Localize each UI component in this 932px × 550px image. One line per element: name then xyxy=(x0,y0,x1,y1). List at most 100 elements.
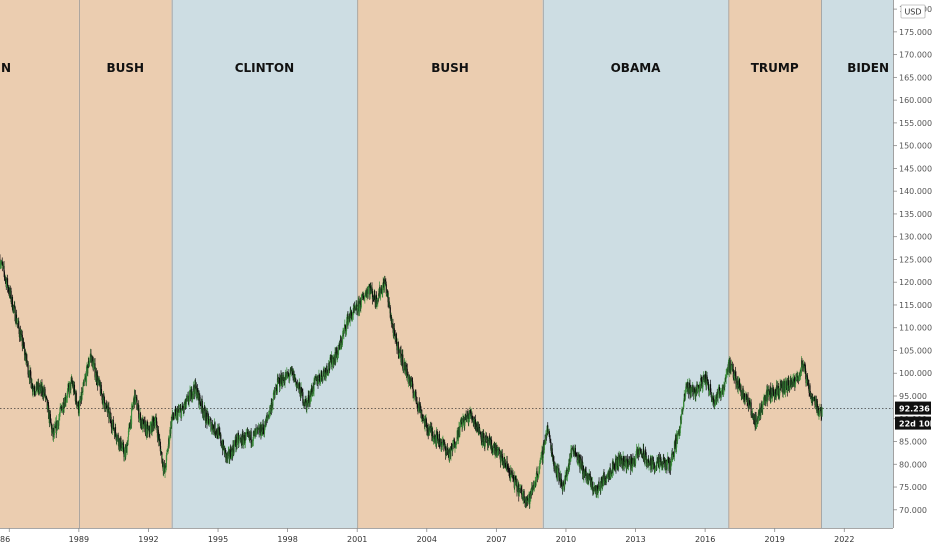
candle-body-122 xyxy=(53,428,55,435)
candle-body-544 xyxy=(242,434,244,436)
candle-body-773 xyxy=(344,324,346,329)
candle-body-1242 xyxy=(553,461,555,469)
candle-body-394 xyxy=(175,410,177,412)
candle-body-1796 xyxy=(800,372,802,374)
candle-body-214 xyxy=(94,375,97,378)
candle-body-538 xyxy=(239,438,241,440)
candle-body-848 xyxy=(377,298,379,299)
candle-body-528 xyxy=(234,439,237,446)
candle-body-837 xyxy=(372,297,374,299)
candle-body-377 xyxy=(167,446,169,452)
candle-body-285 xyxy=(126,443,128,453)
candle-body-1704 xyxy=(759,407,761,415)
candle-body-867 xyxy=(386,293,388,294)
candle-body-1481 xyxy=(660,458,662,459)
candle-body-237 xyxy=(105,403,107,411)
candle-body-721 xyxy=(321,370,323,378)
candle-body-1716 xyxy=(764,396,766,402)
candle-body-1338 xyxy=(596,486,598,498)
candle-body-463 xyxy=(205,412,208,417)
candle-body-790 xyxy=(351,315,353,321)
candle-body-729 xyxy=(324,370,326,371)
currency-box[interactable] xyxy=(900,4,926,19)
candle-body-600 xyxy=(267,417,269,419)
candle-body-1628 xyxy=(725,374,727,380)
candle-body-1652 xyxy=(736,380,738,387)
candle-body-1788 xyxy=(796,376,799,378)
candle-body-194 xyxy=(85,367,88,383)
countdown-tag xyxy=(895,416,931,430)
candle-body-1841 xyxy=(820,407,822,416)
candle-body-916 xyxy=(408,378,410,382)
candle-body-1599 xyxy=(712,395,714,400)
candle-body-1745 xyxy=(777,385,779,395)
candle-body-1447 xyxy=(644,451,646,453)
candle-body-211 xyxy=(93,363,95,365)
time-tick-label-6: 2004 xyxy=(417,535,437,544)
candle-body-324 xyxy=(143,421,146,429)
candle-body-102 xyxy=(44,397,47,398)
candle-body-113 xyxy=(49,414,51,419)
candle-body-554 xyxy=(246,432,248,434)
candle-body-1282 xyxy=(571,448,573,455)
candle-body-915 xyxy=(407,374,409,382)
candle-body-1658 xyxy=(739,379,741,391)
candle-body-1060 xyxy=(472,418,474,423)
candle-body-1696 xyxy=(755,424,758,428)
candle-body-418 xyxy=(185,398,188,404)
candle-body-55 xyxy=(23,347,26,356)
candle-body-430 xyxy=(191,388,193,400)
candle-body-1490 xyxy=(664,460,666,463)
candle-body-1055 xyxy=(470,409,472,414)
candle-body-171 xyxy=(75,392,77,402)
candle-body-493 xyxy=(219,431,221,437)
candle-body-1303 xyxy=(580,458,582,468)
price-tick-label-2: 170.000 xyxy=(899,51,932,60)
candle-body-533 xyxy=(237,434,239,443)
candle-body-1783 xyxy=(794,381,796,388)
candle-body-1681 xyxy=(749,401,751,407)
candle-body-998 xyxy=(444,444,446,450)
candle-body-1629 xyxy=(726,373,728,375)
candle-body-1479 xyxy=(659,462,661,469)
candle-body-1737 xyxy=(774,391,776,398)
candle-body-1708 xyxy=(761,404,763,409)
candle-body-453 xyxy=(201,398,203,406)
candle-body-1464 xyxy=(652,457,654,461)
candle-body-1671 xyxy=(744,396,746,401)
candle-body-1806 xyxy=(805,368,807,374)
candle-body-1400 xyxy=(623,460,626,467)
candle-body-1792 xyxy=(798,376,800,378)
candle-body-731 xyxy=(325,373,327,377)
candle-body-1142 xyxy=(508,471,510,474)
candle-body-1520 xyxy=(677,435,679,437)
candle-body-1150 xyxy=(512,472,514,479)
time-tick-label-1: 1989 xyxy=(69,535,89,544)
candle-body-677 xyxy=(301,388,303,395)
presidential-era-bands: N BUSH CLINTON BUSH OBAMA TRUMP BIDEN xyxy=(0,0,893,528)
candle-body-135 xyxy=(59,407,61,414)
candle-body-1556 xyxy=(693,388,695,395)
candle-body-1529 xyxy=(681,409,683,414)
candle-body-575 xyxy=(255,429,258,432)
candle-body-885 xyxy=(394,330,396,335)
candle-body-482 xyxy=(214,422,216,434)
candle-body-474 xyxy=(210,426,212,431)
candle-body-161 xyxy=(71,378,73,382)
candle-body-970 xyxy=(432,431,434,436)
candle-body-601 xyxy=(267,417,269,418)
candle-body-1614 xyxy=(719,395,721,397)
candle-body-360 xyxy=(160,446,162,454)
candle-body-1199 xyxy=(534,483,536,486)
candle-body-1638 xyxy=(730,371,732,373)
candle-body-1045 xyxy=(465,415,467,419)
candle-body-1488 xyxy=(663,457,665,461)
candle-body-1662 xyxy=(740,392,742,396)
candle-body-997 xyxy=(444,442,446,445)
candle-body-381 xyxy=(169,429,171,439)
time-axis[interactable]: 86 1989 1992 1995 1998 2001 2004 2007 2010 2013 20… xyxy=(0,528,893,550)
candle-body-1535 xyxy=(684,394,686,398)
candle-body-552 xyxy=(245,433,247,437)
price-axis[interactable]: 180.000175.000170.000165.000160.000155.0… xyxy=(893,0,932,550)
